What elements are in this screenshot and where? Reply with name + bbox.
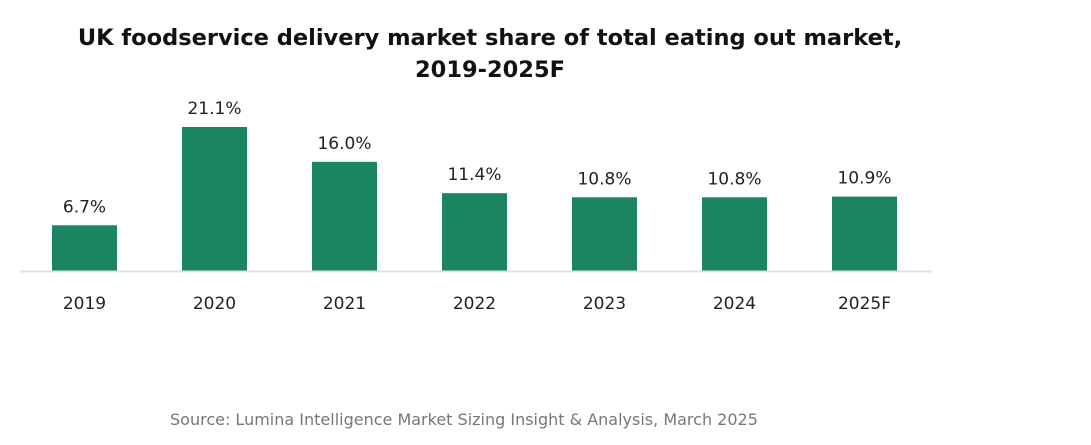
chart-title-line-2: 2019-2025F <box>415 57 565 83</box>
data-label: 11.4% <box>447 165 501 185</box>
x-tick-label: 2022 <box>453 294 496 314</box>
data-label: 10.9% <box>837 169 891 189</box>
data-label: 21.1% <box>187 99 241 119</box>
bar-2022 <box>442 193 507 271</box>
bar-2025F <box>832 196 897 271</box>
data-label: 10.8% <box>577 169 631 189</box>
x-tick-label: 2023 <box>583 294 626 314</box>
x-tick-label: 2021 <box>323 294 366 314</box>
chart-title-line-1: UK foodservice delivery market share of … <box>77 25 903 51</box>
bar-2021 <box>312 161 377 271</box>
bar-2024 <box>702 197 767 271</box>
source-note: Source: Lumina Intelligence Market Sizin… <box>170 410 758 429</box>
data-label: 16.0% <box>317 134 371 154</box>
x-tick-label: 2020 <box>193 294 236 314</box>
x-tick-label: 2025F <box>838 294 891 314</box>
chart-title: UK foodservice delivery market share of … <box>0 22 980 86</box>
data-label: 6.7% <box>63 197 106 217</box>
x-tick-label: 2019 <box>63 294 106 314</box>
data-label: 10.8% <box>707 169 761 189</box>
bar-2020 <box>182 127 247 271</box>
bar-2023 <box>572 197 637 271</box>
x-tick-label: 2024 <box>713 294 756 314</box>
bar-2019 <box>52 225 117 271</box>
